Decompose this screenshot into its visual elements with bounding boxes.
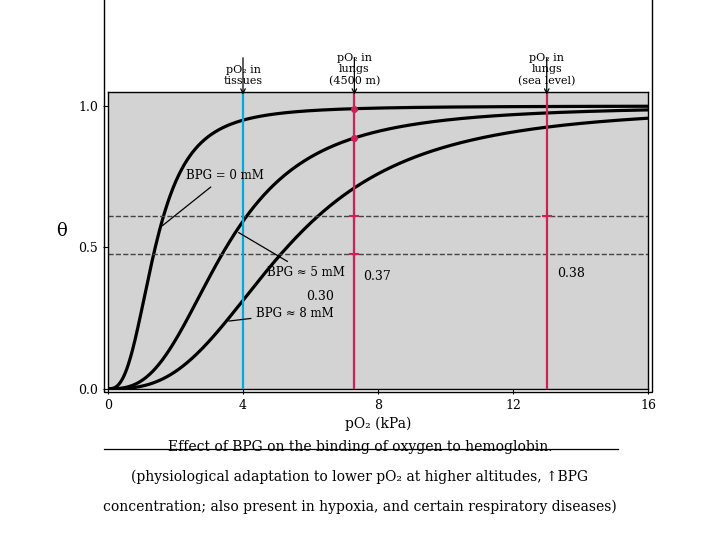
Text: BPG ≈ 5 mM: BPG ≈ 5 mM xyxy=(238,233,344,279)
Text: pO₂ in
lungs
(sea level): pO₂ in lungs (sea level) xyxy=(518,53,575,86)
Y-axis label: θ: θ xyxy=(56,222,67,240)
Text: BPG = 0 mM: BPG = 0 mM xyxy=(163,170,264,226)
Text: (physiological adaptation to lower pO₂ at higher altitudes, ↑BPG: (physiological adaptation to lower pO₂ a… xyxy=(132,470,588,484)
Text: 0.37: 0.37 xyxy=(363,269,390,283)
Text: pO₂ in
lungs
(4500 m): pO₂ in lungs (4500 m) xyxy=(329,53,380,86)
Text: 0.30: 0.30 xyxy=(306,289,334,302)
X-axis label: pO₂ (kPa): pO₂ (kPa) xyxy=(345,417,411,431)
Text: 0.38: 0.38 xyxy=(557,267,585,280)
Text: pO₂ in
tissues: pO₂ in tissues xyxy=(223,65,263,86)
Text: BPG ≈ 8 mM: BPG ≈ 8 mM xyxy=(229,307,334,321)
Text: concentration; also present in hypoxia, and certain respiratory diseases): concentration; also present in hypoxia, … xyxy=(103,500,617,514)
Text: Effect of BPG on the binding of oxygen to hemoglobin.: Effect of BPG on the binding of oxygen t… xyxy=(168,440,552,454)
